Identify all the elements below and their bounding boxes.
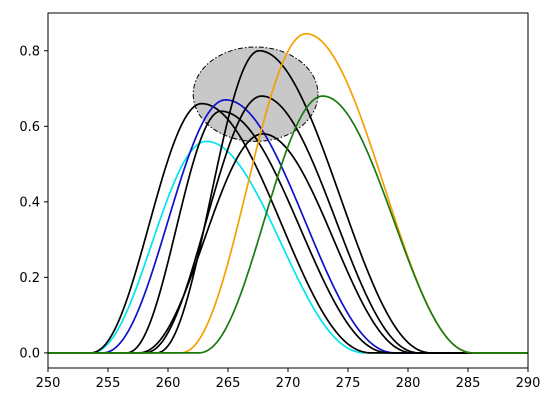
series-line-1 <box>48 140 528 354</box>
x-tick-label: 255 <box>96 376 121 391</box>
x-tick-label: 265 <box>216 376 241 391</box>
x-tick-label: 285 <box>456 376 481 391</box>
series-line-2 <box>48 102 528 354</box>
y-tick-label: 0.6 <box>19 120 40 135</box>
series-layer <box>48 32 528 354</box>
y-tick-label: 0.2 <box>19 271 40 286</box>
x-tick-label: 275 <box>336 376 361 391</box>
series-line-3 <box>48 99 528 354</box>
x-tick-label: 250 <box>36 376 61 391</box>
series-line-9 <box>48 95 528 354</box>
y-axis: 0.0 0.2 0.4 0.6 0.8 <box>19 44 48 361</box>
x-tick-label: 270 <box>276 376 301 391</box>
y-tick-label: 0.4 <box>19 195 40 210</box>
x-tick-label: 260 <box>156 376 181 391</box>
x-tick-label: 280 <box>396 376 421 391</box>
y-tick-label: 0.0 <box>19 346 40 361</box>
x-tick-label: 290 <box>516 376 541 391</box>
y-tick-label: 0.8 <box>19 44 40 59</box>
x-axis: 250 255 260 265 270 275 280 285 290 <box>36 368 541 391</box>
